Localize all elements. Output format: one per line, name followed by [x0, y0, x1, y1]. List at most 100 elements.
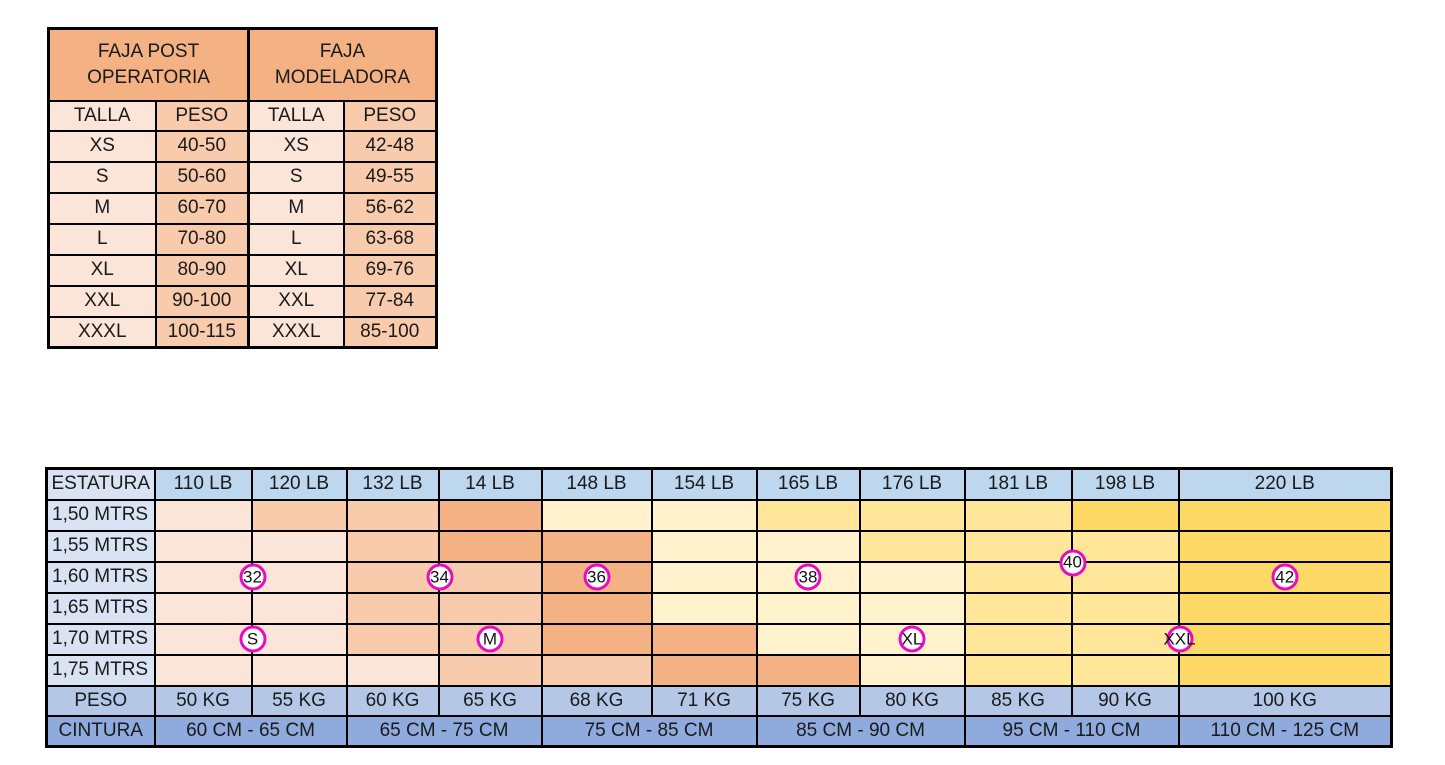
- matrix-cell: [437, 653, 543, 687]
- column-header-talla-post: TALLA: [47, 99, 157, 132]
- matrix-cell: [650, 622, 758, 656]
- peso-value-cell: 85 KG: [963, 684, 1073, 717]
- height-label-cell: 1,65 MTRS: [45, 591, 156, 625]
- height-label-cell: 1,50 MTRS: [45, 498, 156, 532]
- matrix-cell: [153, 622, 253, 656]
- matrix-cell: [755, 591, 861, 625]
- size-table-body: XS 40-50 XS 42-48 S 50-60 S 49-55 M 60-70 M 56-62 L 7…: [47, 129, 438, 349]
- matrix-cell: [858, 591, 966, 625]
- height-label-cell: 1,55 MTRS: [45, 529, 156, 563]
- talla-cell: XXL: [247, 284, 345, 318]
- peso-value-cell: 80 KG: [858, 684, 966, 717]
- peso-cell: 40-50: [154, 129, 250, 163]
- cintura-range-cell: 95 CM - 110 CM: [963, 714, 1180, 748]
- peso-cell: 100-115: [154, 315, 250, 349]
- faja-size-table: FAJA POST OPERATORIA FAJA MODELADORA TAL…: [47, 27, 438, 349]
- size-table-row-xxl: XXL 90-100 XXL 77-84: [47, 284, 438, 318]
- matrix-cell: 36: [540, 560, 653, 594]
- matrix-cell: [858, 560, 966, 594]
- talla-cell: XXL: [47, 284, 157, 318]
- peso-value-cell: 71 KG: [650, 684, 758, 717]
- talla-cell: S: [247, 160, 345, 194]
- matrix-cell: [963, 529, 1073, 563]
- matrix-cell: 38: [755, 560, 861, 594]
- peso-cell: 42-48: [342, 129, 438, 163]
- peso-value-cell: 50 KG: [153, 684, 253, 717]
- height-label-cell: 1,70 MTRS: [45, 622, 156, 656]
- matrix-cell: [540, 591, 653, 625]
- matrix-cell: [858, 529, 966, 563]
- cintura-range-cell: 75 CM - 85 CM: [540, 714, 758, 748]
- cintura-range-cell: 85 CM - 90 CM: [755, 714, 966, 748]
- matrix-cell: [153, 653, 253, 687]
- column-header-peso-post: PESO: [154, 99, 250, 132]
- matrix-cell: XL: [858, 622, 966, 656]
- weight-header-cell: 176 LB: [858, 467, 966, 501]
- weight-header-cell: 120 LB: [250, 467, 348, 501]
- peso-cell: 60-70: [154, 191, 250, 225]
- peso-cell: 50-60: [154, 160, 250, 194]
- matrix-cell: [250, 653, 348, 687]
- size-table-header-row: TALLA PESO TALLA PESO: [47, 99, 438, 132]
- peso-value-cell: 55 KG: [250, 684, 348, 717]
- matrix-cell: [153, 529, 253, 563]
- matrix-cell: [1070, 622, 1180, 656]
- size-badge-42: 42: [1271, 563, 1299, 591]
- size-table-row-s: S 50-60 S 49-55: [47, 160, 438, 194]
- size-table-row-xxxl: XXXL 100-115 XXXL 85-100: [47, 315, 438, 349]
- matrix-cell: [250, 529, 348, 563]
- matrix-cell: [153, 560, 253, 594]
- matrix-cell: [540, 529, 653, 563]
- matrix-cell: [755, 653, 861, 687]
- peso-cell: 63-68: [342, 222, 438, 256]
- size-table-row-l: L 70-80 L 63-68: [47, 222, 438, 256]
- size-table-row-xl: XL 80-90 XL 69-76: [47, 253, 438, 287]
- matrix-cell: [650, 529, 758, 563]
- matrix-row: 1,65 MTRS: [45, 591, 1393, 625]
- matrix-cell: [650, 653, 758, 687]
- matrix-cell: [540, 498, 653, 532]
- matrix-cell: [650, 591, 758, 625]
- matrix-header-row: ESTATURA 110 LB 120 LB 132 LB 14 LB 148 LB 15…: [45, 467, 1393, 501]
- matrix-cell: [153, 591, 253, 625]
- title-faja-modeladora: FAJA MODELADORA: [247, 27, 438, 102]
- weight-header-cell: 110 LB: [153, 467, 253, 501]
- corner-header-estatura: ESTATURA: [45, 467, 156, 501]
- weight-header-cell: 154 LB: [650, 467, 758, 501]
- size-table-title-row: FAJA POST OPERATORIA FAJA MODELADORA: [47, 27, 438, 102]
- weight-header-cell: 148 LB: [540, 467, 653, 501]
- weight-header-cell: 132 LB: [345, 467, 440, 501]
- talla-cell: L: [47, 222, 157, 256]
- matrix-row: 1,70 MTRS S M XL XXL: [45, 622, 1393, 656]
- matrix-cell: [755, 622, 861, 656]
- matrix-cell: [345, 498, 440, 532]
- talla-cell: L: [247, 222, 345, 256]
- matrix-cell: [345, 591, 440, 625]
- weight-header-cell: 165 LB: [755, 467, 861, 501]
- talla-cell: XL: [47, 253, 157, 287]
- matrix-cell: 32: [239, 560, 348, 594]
- size-table-row-xs: XS 40-50 XS 42-48: [47, 129, 438, 163]
- cintura-range-cell: 60 CM - 65 CM: [153, 714, 348, 748]
- matrix-cell: [250, 498, 348, 532]
- peso-cell: 90-100: [154, 284, 250, 318]
- matrix-cell: [755, 498, 861, 532]
- matrix-cell: 42: [1177, 560, 1393, 594]
- matrix-row: 1,60 MTRS 32 34 36 38 40 42: [45, 549, 1393, 594]
- matrix-cell: [1070, 591, 1180, 625]
- talla-cell: XS: [247, 129, 345, 163]
- matrix-cell: [250, 591, 348, 625]
- matrix-cell: [1177, 591, 1393, 625]
- matrix-cell: [345, 622, 440, 656]
- matrix-cell: [1070, 498, 1180, 532]
- matrix-cell: [1177, 498, 1393, 532]
- peso-cell: 77-84: [342, 284, 438, 318]
- matrix-cell: [650, 560, 758, 594]
- matrix-cell: [437, 529, 543, 563]
- size-badge-xxl: XXL: [1163, 625, 1196, 653]
- cintura-row-label: CINTURA: [45, 714, 156, 748]
- cintura-range-cell: 65 CM - 75 CM: [345, 714, 543, 748]
- matrix-body: 1,50 MTRS 1,55 MTRS 1,60 MTRS 32 34 36 38 40 42 1…: [45, 498, 1393, 687]
- talla-cell: XL: [247, 253, 345, 287]
- matrix-cell: [963, 622, 1073, 656]
